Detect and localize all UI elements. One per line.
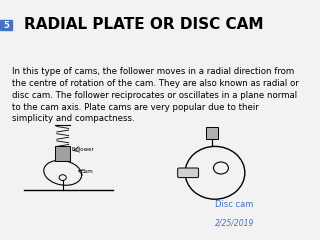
Text: 2/25/2019: 2/25/2019 [215,219,254,228]
Bar [0,20,12,30]
Bar [206,127,218,139]
Text: 5: 5 [3,21,9,30]
Bar [55,146,70,161]
Text: Disc cam: Disc cam [215,200,253,209]
Text: RADIAL PLATE OR DISC CAM: RADIAL PLATE OR DISC CAM [24,17,263,32]
Text: Follower: Follower [72,147,94,152]
Text: In this type of cams, the follower moves in a radial direction from
the centre o: In this type of cams, the follower moves… [12,67,299,123]
Text: Cam: Cam [81,169,93,174]
FancyBboxPatch shape [178,168,198,178]
